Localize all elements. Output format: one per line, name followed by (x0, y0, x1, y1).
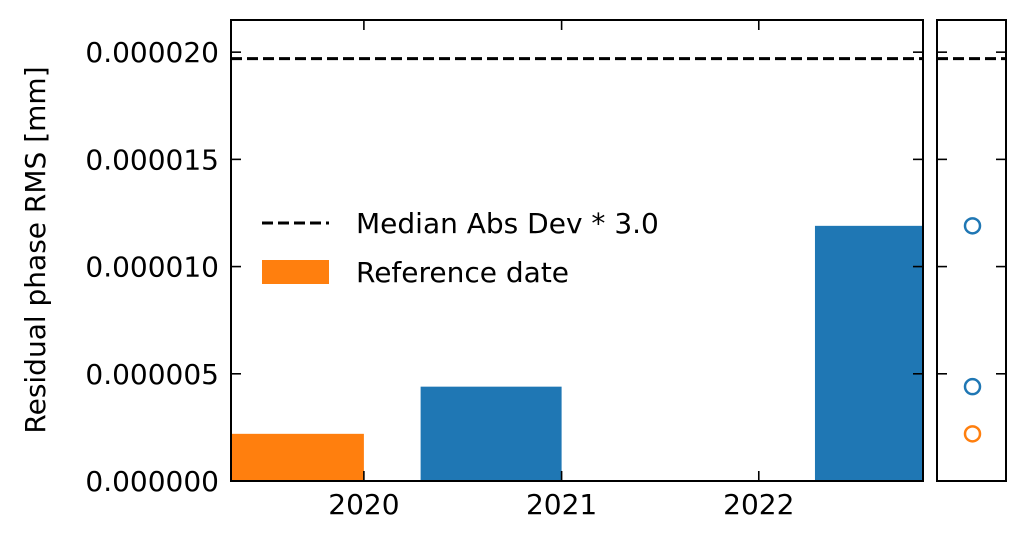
bar-0 (231, 433, 364, 481)
main-plot-area: 0.000000 0.000005 0.000010 0.000015 0.000020… (85, 19, 924, 521)
y-tick-label: 0.000005 (85, 358, 219, 391)
main-plot-frame (230, 19, 924, 482)
side-point-1 (963, 377, 982, 396)
side-point-2 (963, 425, 982, 443)
y-tick-label: 0.000020 (85, 36, 219, 69)
y-tick-label: 0.000000 (85, 465, 219, 498)
x-tick-label: 2022 (723, 488, 794, 521)
legend: Median Abs Dev * 3.0 Reference date (262, 207, 659, 289)
bar-1 (420, 386, 562, 481)
y-axis-label: Residual phase RMS [mm] (19, 66, 52, 433)
x-tick-label: 2021 (526, 488, 597, 521)
side-plot-area (936, 19, 1007, 482)
legend-patch-swatch (262, 260, 329, 284)
side-point-0 (963, 217, 982, 235)
legend-label: Median Abs Dev * 3.0 (356, 207, 659, 240)
y-tick-label: 0.000015 (85, 143, 219, 176)
bar-2 (814, 225, 923, 481)
y-tick-label: 0.000010 (85, 251, 219, 284)
x-tick-label: 2020 (328, 488, 399, 521)
legend-label: Reference date (356, 256, 569, 289)
side-plot-frame (936, 19, 1007, 482)
